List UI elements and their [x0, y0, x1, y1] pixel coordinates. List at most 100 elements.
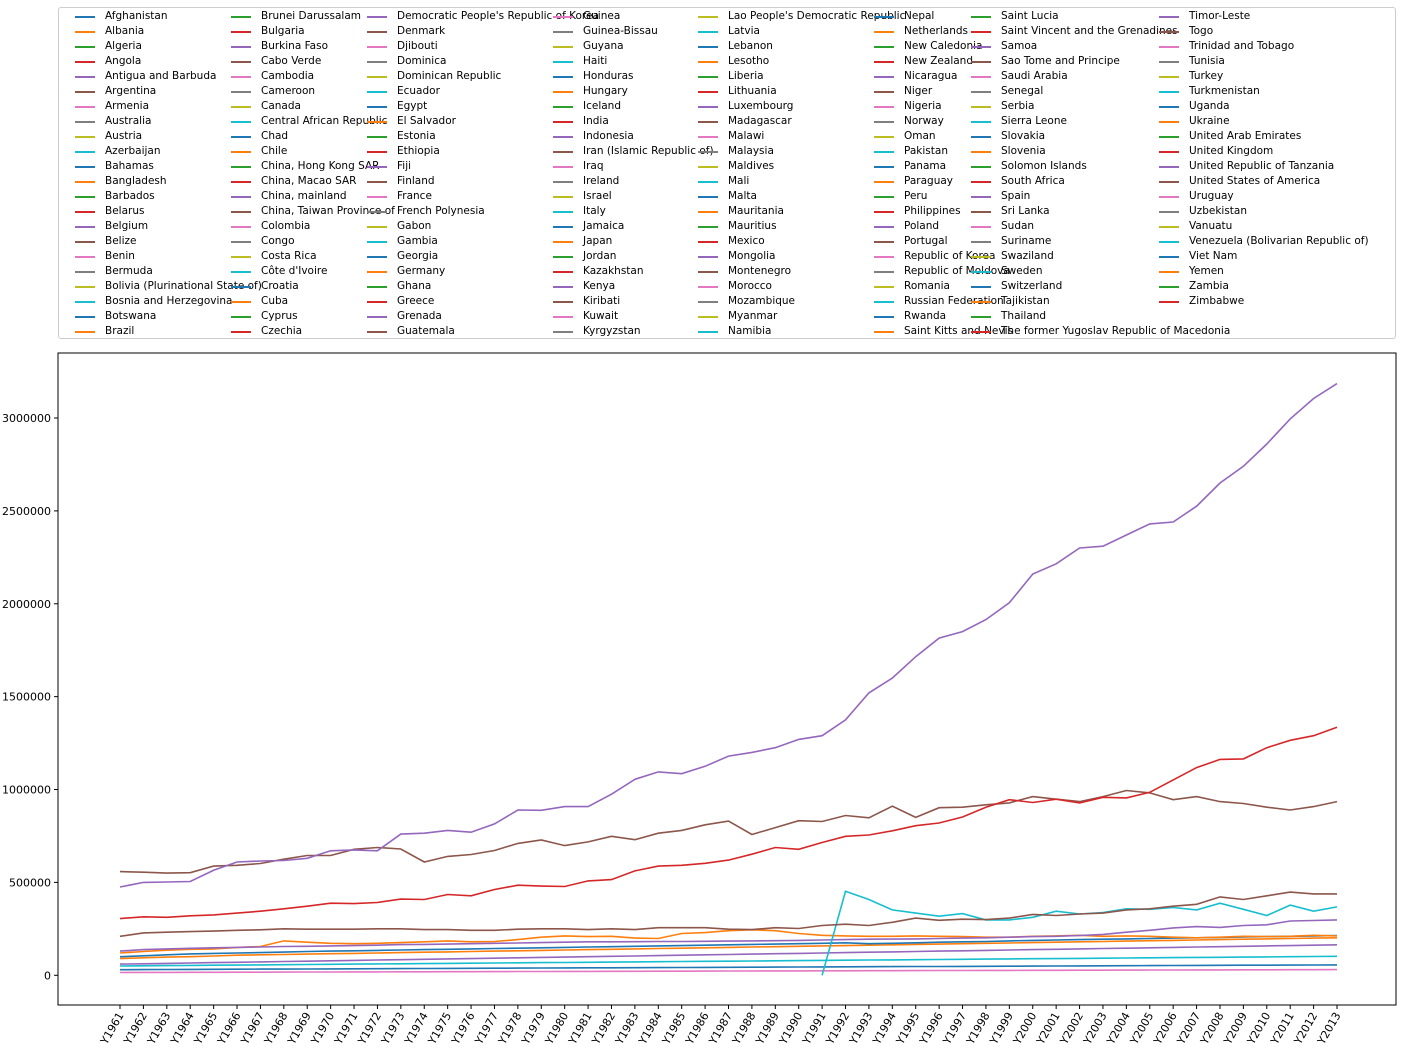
legend-swatch — [367, 46, 387, 48]
legend-label: Guinea — [583, 10, 621, 22]
legend-swatch — [698, 331, 718, 333]
legend-label: Senegal — [1001, 85, 1044, 97]
legend-swatch — [367, 211, 387, 213]
legend-label: Croatia — [261, 280, 299, 292]
legend-label: China, Taiwan Province of — [261, 205, 395, 217]
x-tick-label: Y1962 — [121, 1010, 150, 1047]
legend-label: Samoa — [1001, 40, 1038, 52]
legend-swatch — [1159, 121, 1179, 123]
legend-swatch — [75, 106, 95, 108]
legend-label: Uzbekistan — [1189, 205, 1247, 217]
legend-swatch — [874, 61, 894, 63]
x-tick-label: Y1990 — [776, 1010, 805, 1047]
x-tick-label: Y1964 — [168, 1010, 197, 1047]
legend-label: Honduras — [583, 70, 634, 82]
legend-swatch — [971, 196, 991, 198]
legend-label: El Salvador — [397, 115, 456, 127]
legend-label: Turkey — [1189, 70, 1224, 82]
legend-swatch — [971, 61, 991, 63]
legend-label: Canada — [261, 100, 301, 112]
legend-swatch — [367, 331, 387, 333]
series-line-pakistan — [119, 955, 1338, 967]
x-tick-label: Y2000 — [1010, 1010, 1039, 1047]
legend-label: Slovenia — [1001, 145, 1046, 157]
legend-label: Malawi — [728, 130, 765, 142]
series-line-china-taiwan-province-of — [119, 789, 1338, 874]
legend-label: Barbados — [105, 190, 155, 202]
legend-label: Chad — [261, 130, 289, 142]
legend-label: Thailand — [1001, 310, 1047, 322]
legend-label: Sierra Leone — [1001, 115, 1067, 127]
legend-swatch — [1159, 286, 1179, 288]
legend-label: Namibia — [728, 325, 772, 337]
legend-swatch — [698, 76, 718, 78]
legend-swatch — [1159, 91, 1179, 93]
legend-swatch — [971, 136, 991, 138]
x-tick-label: Y1969 — [285, 1010, 314, 1047]
legend-label: Latvia — [728, 25, 760, 37]
legend-swatch — [231, 271, 251, 273]
x-tick-label: Y1972 — [355, 1010, 384, 1047]
legend-label: Algeria — [105, 40, 142, 52]
x-tick-label: Y2011 — [1268, 1010, 1297, 1047]
x-tick-label: Y1988 — [729, 1010, 758, 1047]
legend-swatch — [1159, 301, 1179, 303]
legend-swatch — [231, 256, 251, 258]
x-tick-label: Y1987 — [706, 1010, 735, 1047]
legend-label: Kenya — [583, 280, 616, 292]
legend-swatch — [971, 331, 991, 333]
legend-label: Belize — [105, 235, 137, 247]
legend-label: Armenia — [105, 100, 150, 112]
y-tick-label: 1500000 — [2, 691, 51, 704]
x-tick-label: Y2007 — [1174, 1010, 1203, 1047]
legend-swatch — [231, 331, 251, 333]
legend-swatch — [367, 241, 387, 243]
legend-swatch — [367, 196, 387, 198]
legend-swatch — [553, 286, 573, 288]
legend-swatch — [231, 121, 251, 123]
legend-swatch — [553, 256, 573, 258]
legend-label: Oman — [904, 130, 936, 142]
legend-swatch — [698, 91, 718, 93]
x-tick-label: Y1980 — [542, 1010, 571, 1047]
legend-swatch — [874, 241, 894, 243]
legend-swatch — [367, 166, 387, 168]
x-tick-label: Y1981 — [566, 1010, 595, 1047]
legend-swatch — [553, 271, 573, 273]
legend-swatch — [971, 271, 991, 273]
legend-swatch — [75, 271, 95, 273]
legend-swatch — [874, 31, 894, 33]
legend-label: Kyrgyzstan — [583, 325, 641, 337]
legend-label: Uganda — [1189, 100, 1230, 112]
legend-swatch — [75, 16, 95, 18]
legend-swatch — [971, 76, 991, 78]
legend-label: Switzerland — [1001, 280, 1063, 292]
legend-label: Afghanistan — [105, 10, 168, 22]
legend-label: Côte d'Ivoire — [261, 265, 328, 277]
legend-swatch — [553, 166, 573, 168]
legend-label: China, Macao SAR — [261, 175, 357, 187]
legend-label: Belarus — [105, 205, 145, 217]
x-tick-label: Y1967 — [238, 1010, 267, 1047]
legend-label: Poland — [904, 220, 940, 232]
legend-swatch — [553, 106, 573, 108]
legend-swatch — [553, 331, 573, 333]
legend-label: Dominica — [397, 55, 447, 67]
legend-swatch — [367, 31, 387, 33]
legend-label: Hungary — [583, 85, 628, 97]
legend-swatch — [553, 226, 573, 228]
legend-label: Kuwait — [583, 310, 619, 322]
legend-swatch — [971, 151, 991, 153]
legend-label: Mexico — [728, 235, 765, 247]
legend-label: Lebanon — [728, 40, 773, 52]
legend-label: Lao People's Democratic Republic — [728, 10, 906, 22]
legend-label: China, Hong Kong SAR — [261, 160, 380, 172]
legend-label: Liberia — [728, 70, 764, 82]
legend-swatch — [75, 331, 95, 333]
series-line-egypt — [119, 934, 1338, 958]
legend-label: Saudi Arabia — [1001, 70, 1068, 82]
legend-label: Malta — [728, 190, 757, 202]
legend-label: Sri Lanka — [1001, 205, 1050, 217]
legend-swatch — [874, 181, 894, 183]
legend-swatch — [1159, 136, 1179, 138]
